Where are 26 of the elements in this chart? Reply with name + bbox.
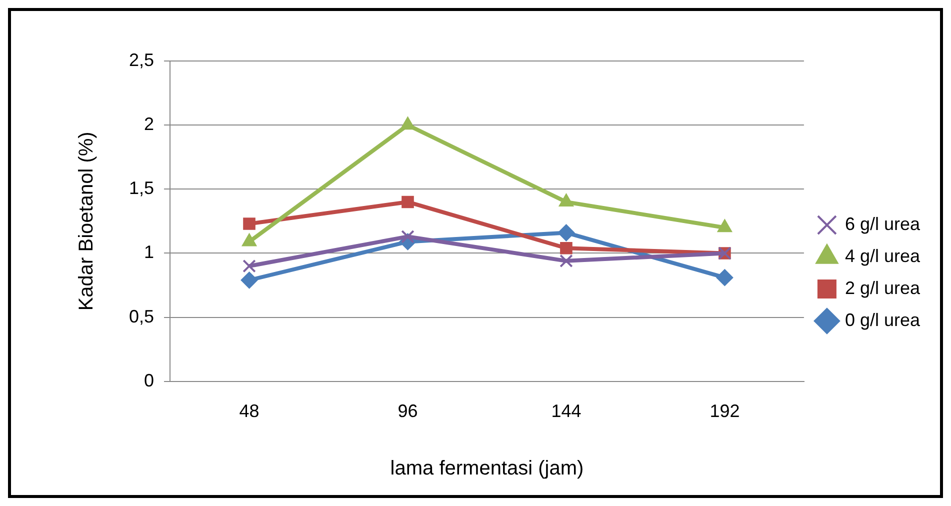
point (400, 116, 416, 130)
point (402, 196, 414, 208)
x-tick-label: 192 (710, 401, 740, 422)
point (717, 219, 732, 232)
point (560, 254, 573, 268)
point (558, 224, 575, 242)
y-tick-label: 0,5 (128, 306, 154, 326)
x-tick-label: 48 (239, 401, 260, 422)
y-tick-label: 1,5 (128, 178, 154, 198)
y-axis-title: Kadar Bioetanol (%) (76, 132, 98, 311)
point (716, 269, 734, 286)
legend-label: 6 g/l urea (844, 214, 921, 234)
legend-label: 2 g/l urea (844, 278, 921, 298)
y-tick-label: 2 (144, 114, 154, 134)
y-tick-label: 0 (144, 370, 154, 390)
y-tick-label: 1 (144, 242, 154, 262)
point (240, 272, 258, 289)
y-tick-label: 2,5 (128, 50, 154, 70)
x-tick-label: 144 (551, 401, 582, 422)
point (242, 259, 256, 273)
legend-label: 0 g/l urea (844, 310, 921, 330)
point (560, 242, 572, 254)
point (243, 218, 256, 230)
x-tick-label: 96 (398, 401, 418, 422)
x-axis-title: lama fermentasi (jam) (390, 458, 584, 480)
legend-label: 4 g/l urea (844, 246, 921, 266)
